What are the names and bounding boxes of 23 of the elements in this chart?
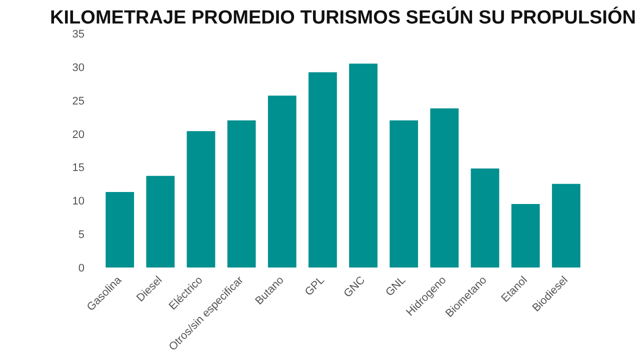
bar bbox=[106, 192, 134, 268]
bar bbox=[308, 72, 337, 268]
x-tick-label: GNL bbox=[384, 274, 408, 299]
bar bbox=[227, 120, 256, 268]
bar bbox=[186, 131, 216, 268]
y-tick-label: 5 bbox=[78, 229, 85, 242]
x-tick-label: GPL bbox=[302, 274, 327, 298]
bar bbox=[349, 64, 378, 268]
y-tick-label: 35 bbox=[72, 28, 85, 40]
y-tick-label: 10 bbox=[72, 196, 85, 208]
bar bbox=[390, 120, 418, 268]
bar bbox=[430, 108, 459, 268]
bar bbox=[146, 176, 175, 268]
y-tick-label: 30 bbox=[72, 62, 85, 74]
bar bbox=[552, 184, 580, 268]
y-tick-label: 20 bbox=[72, 128, 85, 141]
y-tick-label: 0 bbox=[78, 262, 85, 274]
chart-title: KILOMETRAJE PROMEDIO TURISMOS SEGÚN SU PROPULSIÓN bbox=[50, 6, 636, 28]
bar bbox=[511, 204, 540, 268]
y-tick-label: 25 bbox=[72, 95, 85, 108]
y-tick-label: 15 bbox=[72, 162, 85, 174]
bar bbox=[268, 96, 296, 268]
bar bbox=[470, 168, 500, 268]
